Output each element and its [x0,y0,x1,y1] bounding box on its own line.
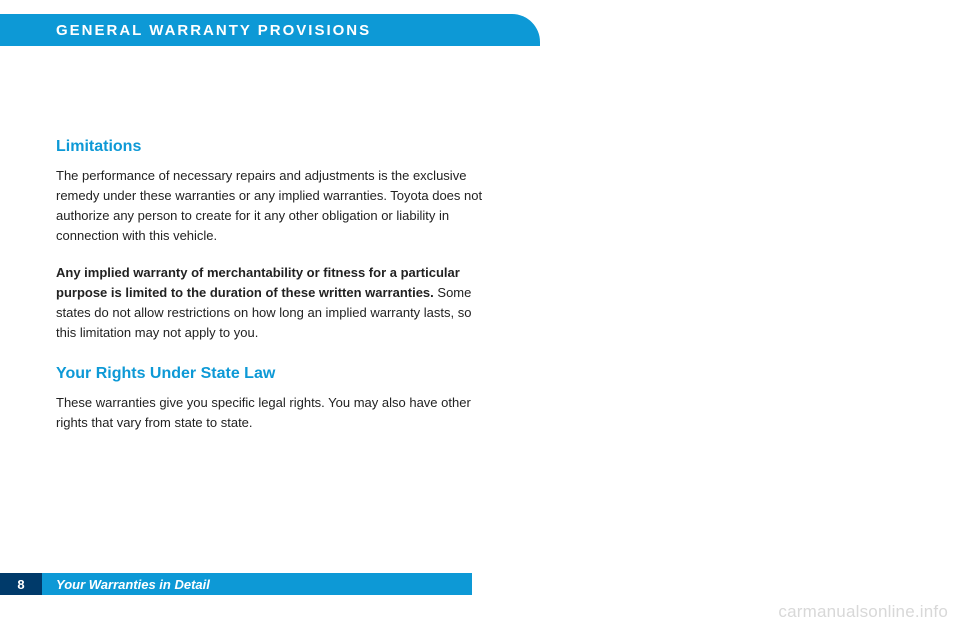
para-rights-1: These warranties give you specific legal… [56,393,486,433]
footer-label: Your Warranties in Detail [42,573,472,595]
footer-bar: 8 Your Warranties in Detail [0,573,472,595]
page-number: 8 [0,573,42,595]
para-limitations-2: Any implied warranty of merchantability … [56,263,486,344]
header-bar: General Warranty Provisions [0,14,540,46]
section-title-limitations: Limitations [56,138,486,156]
para-limitations-1: The performance of necessary repairs and… [56,166,486,247]
header-title: General Warranty Provisions [56,22,371,39]
content-area: Limitations The performance of necessary… [56,138,486,449]
para-limitations-2-bold: Any implied warranty of merchantability … [56,265,460,300]
section-title-rights: Your Rights Under State Law [56,365,486,383]
watermark: carmanualsonline.info [778,602,948,622]
